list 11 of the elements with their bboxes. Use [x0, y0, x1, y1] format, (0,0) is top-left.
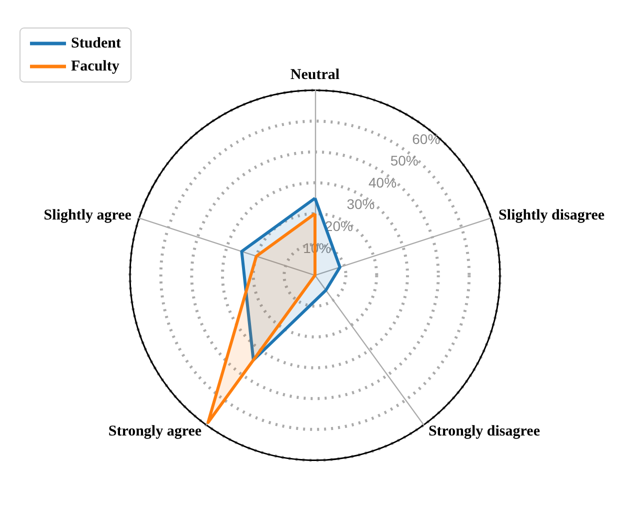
legend-label: Student	[71, 36, 122, 52]
spoke-label: Strongly agree	[108, 423, 202, 440]
spoke-label: Strongly disagree	[428, 423, 540, 440]
spoke-label: Slightly agree	[44, 208, 132, 224]
legend-label: Faculty	[71, 58, 120, 74]
y-tick-label: 40%	[368, 174, 397, 190]
spoke-label: Neutral	[290, 66, 340, 83]
y-tick-label: 30%	[346, 196, 375, 212]
spoke-label: Slightly disagree	[498, 208, 605, 224]
y-tick-label: 60%	[412, 130, 440, 147]
y-tick-label: 50%	[390, 152, 418, 169]
